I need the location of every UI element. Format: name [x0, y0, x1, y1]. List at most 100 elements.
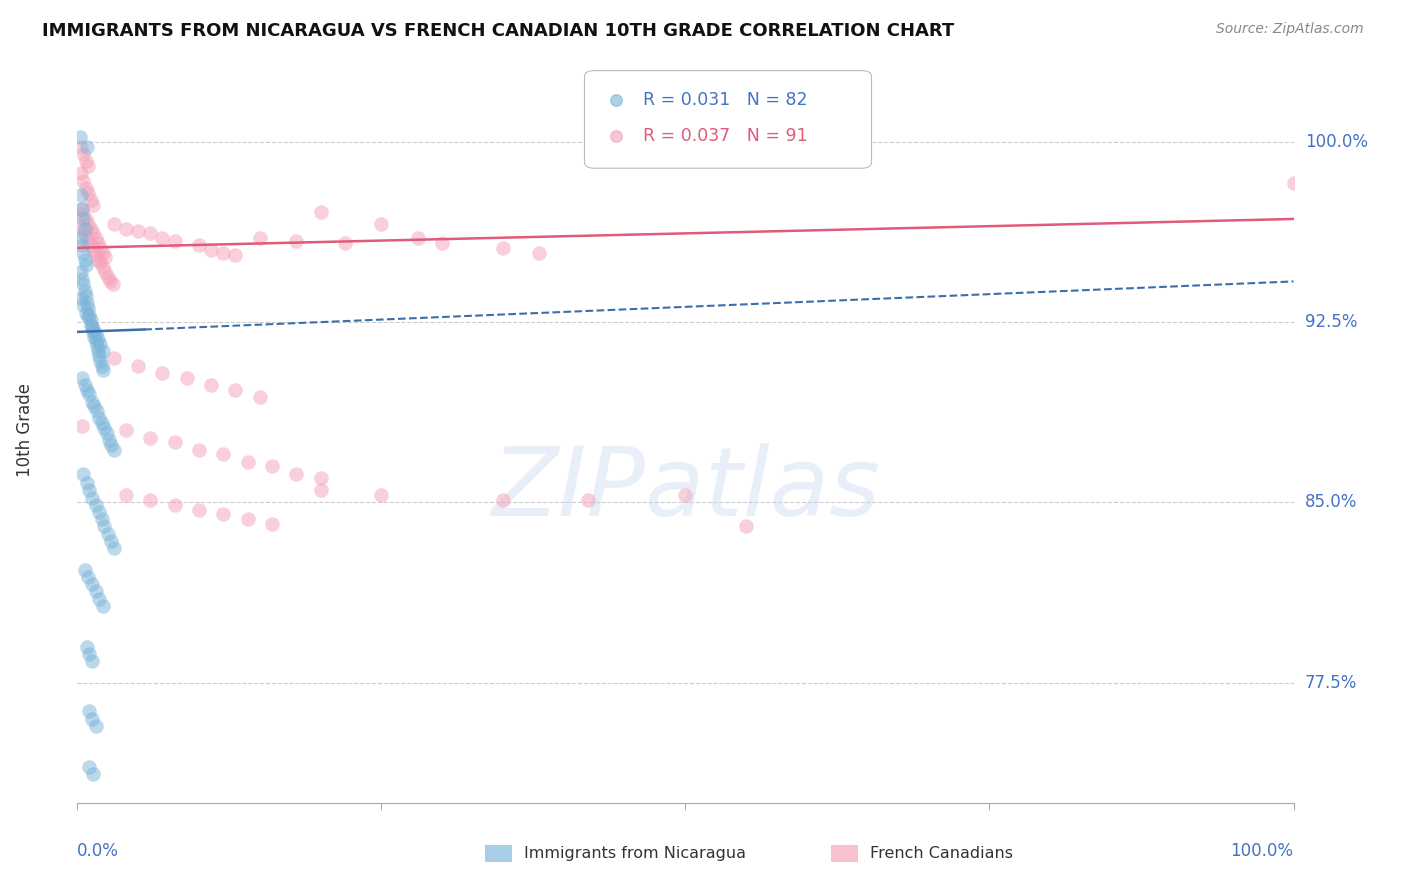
Bar	[831, 846, 858, 862]
Text: 0.0%: 0.0%	[77, 842, 120, 860]
Point	[139, 431, 162, 445]
Point	[76, 476, 98, 491]
Point	[370, 217, 392, 231]
Point	[70, 291, 93, 305]
Point	[735, 519, 758, 533]
Point	[79, 483, 101, 498]
Point	[370, 488, 392, 502]
Text: R = 0.037   N = 91: R = 0.037 N = 91	[643, 128, 807, 145]
Point	[430, 235, 453, 250]
Point	[89, 353, 111, 368]
Point	[309, 483, 332, 498]
Point	[91, 260, 114, 274]
Point	[91, 363, 114, 377]
Point	[80, 491, 103, 505]
Point	[139, 493, 162, 508]
Point	[127, 224, 149, 238]
Point	[101, 277, 124, 291]
Point	[212, 447, 235, 461]
Point	[70, 370, 93, 384]
Point	[72, 173, 94, 187]
Point	[75, 306, 97, 320]
Point	[70, 418, 93, 433]
Point	[89, 255, 111, 269]
Point	[79, 308, 101, 322]
Point	[89, 349, 111, 363]
Point	[152, 366, 174, 380]
Point	[70, 202, 93, 217]
Point	[84, 231, 107, 245]
Point	[87, 332, 110, 346]
Point	[309, 204, 332, 219]
Point	[675, 488, 697, 502]
Point	[200, 243, 222, 257]
Point	[406, 231, 429, 245]
Text: 100.0%: 100.0%	[1305, 133, 1368, 151]
Point	[103, 541, 125, 555]
Point	[70, 238, 93, 252]
Point	[309, 471, 332, 485]
Point	[82, 325, 104, 339]
Point	[163, 498, 186, 512]
Point	[89, 505, 111, 519]
Text: 100.0%: 100.0%	[1230, 842, 1294, 860]
Point	[285, 467, 308, 481]
Point	[87, 344, 110, 359]
Text: 77.5%: 77.5%	[1305, 673, 1357, 691]
Point	[249, 390, 271, 404]
Point	[76, 296, 98, 310]
Point	[86, 404, 108, 418]
Point	[72, 245, 94, 260]
Point	[84, 719, 107, 733]
Point	[76, 640, 98, 654]
Point	[200, 377, 222, 392]
Point	[75, 228, 97, 243]
Text: Source: ZipAtlas.com: Source: ZipAtlas.com	[1216, 22, 1364, 37]
Point	[72, 298, 94, 312]
Point	[93, 519, 115, 533]
Point	[90, 512, 112, 526]
Point	[84, 334, 107, 349]
Point	[82, 227, 104, 241]
Point	[176, 370, 198, 384]
Point	[86, 339, 108, 353]
Point	[76, 383, 98, 397]
Point	[249, 231, 271, 245]
Point	[83, 400, 105, 414]
Point	[260, 459, 283, 474]
Point	[76, 140, 98, 154]
Point	[91, 599, 114, 613]
Point	[84, 498, 107, 512]
Point	[212, 508, 235, 522]
Point	[72, 277, 94, 291]
Point	[89, 337, 111, 351]
Point	[103, 442, 125, 457]
Point	[73, 563, 96, 577]
Point	[224, 383, 246, 397]
Text: 10th Grade: 10th Grade	[15, 384, 34, 477]
Point	[188, 442, 211, 457]
Text: IMMIGRANTS FROM NICARAGUA VS FRENCH CANADIAN 10TH GRADE CORRELATION CHART: IMMIGRANTS FROM NICARAGUA VS FRENCH CANA…	[42, 22, 955, 40]
Point	[75, 211, 97, 226]
Point	[75, 289, 97, 303]
Point	[77, 159, 100, 173]
Point	[79, 647, 101, 661]
Point	[333, 235, 356, 250]
Point	[77, 570, 100, 584]
Point	[72, 467, 94, 481]
Point	[83, 329, 105, 343]
Point	[70, 188, 93, 202]
Bar	[485, 846, 512, 862]
Point	[80, 318, 103, 332]
Point	[94, 265, 117, 279]
Point	[96, 425, 118, 440]
Point	[70, 231, 93, 245]
Point	[70, 265, 93, 279]
Point	[77, 234, 100, 248]
Point	[75, 180, 97, 194]
Text: French Canadians: French Canadians	[870, 846, 1014, 861]
Point	[79, 705, 101, 719]
Point	[72, 147, 94, 161]
Point	[77, 217, 100, 231]
Point	[70, 166, 93, 180]
